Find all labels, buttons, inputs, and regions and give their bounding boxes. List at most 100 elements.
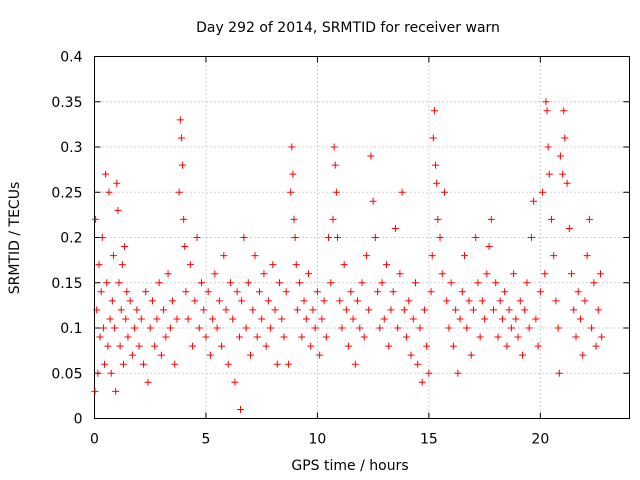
data-point — [99, 324, 107, 332]
data-point — [204, 288, 212, 296]
data-point — [206, 351, 214, 359]
data-point — [430, 107, 438, 115]
data-point — [177, 134, 185, 142]
data-point — [590, 279, 598, 287]
data-point — [447, 279, 455, 287]
data-point — [262, 342, 270, 350]
data-point — [416, 324, 424, 332]
data-point — [414, 360, 422, 368]
data-point — [316, 351, 324, 359]
data-point — [111, 324, 119, 332]
data-point — [579, 351, 587, 359]
data-point — [332, 188, 340, 196]
data-point — [498, 315, 506, 323]
data-point — [181, 243, 189, 251]
data-point — [148, 297, 156, 305]
data-point — [536, 288, 544, 296]
data-point — [106, 315, 114, 323]
data-point — [394, 324, 402, 332]
data-point — [237, 405, 245, 413]
data-point — [242, 324, 250, 332]
data-point — [164, 270, 172, 278]
y-tick-label: 0.25 — [51, 185, 82, 201]
data-point — [112, 387, 120, 395]
data-point — [330, 143, 338, 151]
data-point — [267, 324, 275, 332]
data-point — [264, 297, 272, 305]
data-point — [117, 306, 125, 314]
data-point — [476, 333, 484, 341]
data-point — [115, 279, 123, 287]
data-point — [200, 306, 208, 314]
data-point — [340, 261, 348, 269]
data-point — [527, 234, 535, 241]
data-point — [95, 261, 103, 269]
data-point — [300, 297, 308, 305]
data-point — [492, 279, 500, 287]
data-point — [463, 324, 471, 332]
data-point — [403, 333, 411, 341]
data-point — [452, 306, 460, 314]
data-point — [309, 306, 317, 314]
data-point — [247, 351, 255, 359]
y-tick-label: 0 — [74, 412, 83, 428]
data-point — [552, 297, 560, 305]
x-tick-label: 0 — [90, 432, 99, 448]
data-point — [432, 161, 440, 169]
data-point — [157, 351, 165, 359]
y-tick-label: 0.05 — [51, 366, 82, 382]
data-point — [597, 270, 605, 278]
data-point — [238, 297, 246, 305]
data-point — [176, 116, 184, 124]
data-point — [362, 252, 370, 260]
data-point — [128, 351, 136, 359]
data-point — [155, 279, 163, 287]
data-point — [512, 315, 520, 323]
data-point — [539, 188, 547, 196]
data-point — [253, 333, 261, 341]
data-point — [260, 270, 268, 278]
data-point — [186, 261, 194, 269]
data-point — [126, 297, 134, 305]
data-point — [195, 324, 203, 332]
data-point — [469, 306, 477, 314]
data-point — [231, 378, 239, 386]
data-point — [423, 342, 431, 350]
data-point — [298, 333, 306, 341]
data-point — [182, 288, 190, 296]
data-point — [405, 297, 413, 305]
data-point — [218, 342, 226, 350]
data-point — [583, 252, 591, 260]
data-point — [336, 297, 344, 305]
data-point — [541, 270, 549, 278]
data-point — [322, 333, 330, 341]
data-point — [273, 360, 281, 368]
data-point — [93, 306, 101, 314]
data-point — [103, 279, 111, 287]
data-point — [396, 270, 404, 278]
data-point — [456, 315, 464, 323]
data-point — [420, 306, 428, 314]
data-point — [226, 279, 234, 287]
y-axis: 0 0.05 0.1 0.15 0.2 0.25 0.3 0.35 0.4 — [51, 50, 630, 428]
y-tick-label: 0.3 — [60, 140, 82, 156]
x-tick-label: 20 — [531, 432, 549, 448]
data-point — [523, 279, 531, 287]
data-point — [121, 243, 129, 251]
data-point — [465, 297, 473, 305]
data-point — [166, 324, 174, 332]
data-point — [412, 279, 419, 287]
data-point — [289, 170, 297, 178]
data-point — [547, 215, 555, 223]
data-point — [556, 152, 564, 160]
data-point — [409, 315, 417, 323]
data-point — [284, 360, 292, 368]
data-point — [514, 333, 522, 341]
data-point — [109, 252, 117, 260]
data-point — [438, 270, 446, 278]
data-point — [358, 279, 366, 287]
data-point — [505, 306, 513, 314]
data-point — [545, 170, 553, 178]
data-point — [229, 315, 237, 323]
data-point — [342, 306, 350, 314]
